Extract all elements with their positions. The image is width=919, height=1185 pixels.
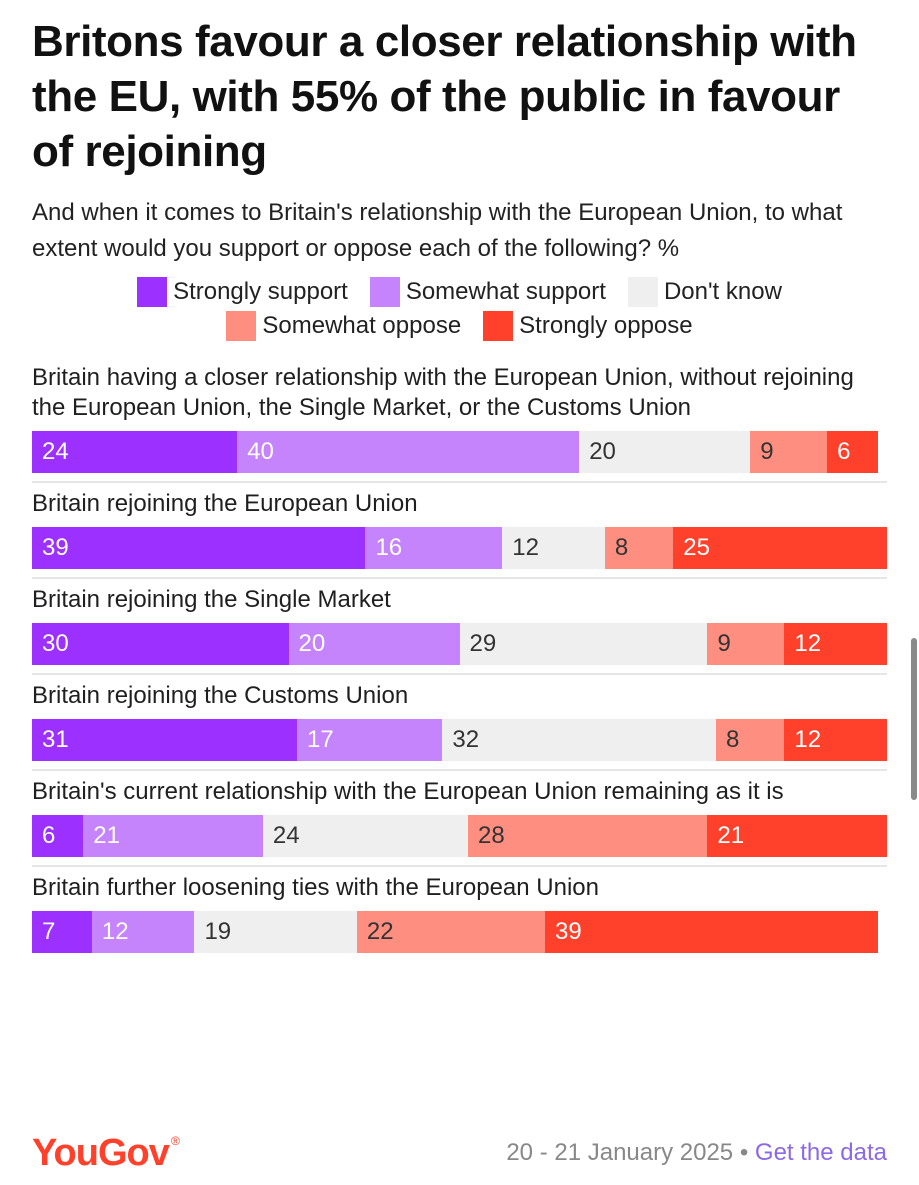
bar-segment-somewhat-oppose: 8	[715, 719, 785, 761]
footnote: 20 - 21 January 2025 • Get the data	[506, 1139, 887, 1167]
legend-item-strongly-support: Strongly support	[137, 277, 348, 307]
stacked-bar-rows: Britain having a closer relationship wit…	[32, 357, 887, 961]
stacked-bar: 30 20 29 9 12	[32, 623, 887, 665]
bar-segment-dont-know: 29	[459, 623, 708, 665]
legend-swatch-somewhat-support	[369, 277, 400, 307]
bar-segment-somewhat-oppose: 22	[356, 911, 545, 953]
chart-row: Britain rejoining the Customs Union 31 17 3…	[32, 675, 887, 771]
legend-swatch-strongly-oppose	[483, 311, 514, 341]
legend-item-strongly-oppose: Strongly oppose	[483, 311, 693, 341]
legend-swatch-strongly-support	[137, 277, 168, 307]
bar-segment-strongly-oppose: 39	[544, 911, 879, 953]
survey-date: 20 - 21 January 2025	[506, 1139, 734, 1166]
legend: Strongly support Somewhat support Don't kn…	[32, 277, 887, 341]
stacked-bar: 24 40 20 9 6	[32, 431, 887, 473]
bar-segment-somewhat-support: 21	[83, 815, 263, 857]
category-label: Britain further loosening ties with the …	[32, 874, 599, 901]
bar-segment-dont-know: 12	[502, 527, 605, 569]
logo-registered-mark: ®	[171, 1133, 180, 1148]
legend-item-somewhat-oppose: Somewhat oppose	[226, 311, 461, 341]
stacked-bar: 6 21 24 28 21	[32, 815, 887, 857]
legend-item-somewhat-support: Somewhat support	[369, 277, 606, 307]
legend-label-strongly-oppose: Strongly oppose	[519, 312, 693, 339]
legend-label-strongly-support: Strongly support	[173, 278, 348, 305]
bar-segment-dont-know: 20	[579, 431, 751, 473]
chart-row: Britain's current relationship with the …	[32, 771, 887, 867]
bar-segment-strongly-oppose: 21	[707, 815, 887, 857]
chart-row: Britain rejoining the European Union 39 16…	[32, 483, 887, 579]
bar-segment-dont-know: 24	[262, 815, 469, 857]
bar-segment-somewhat-oppose: 9	[707, 623, 785, 665]
footer: YouGov ® 20 - 21 January 2025 • Get the d…	[32, 1128, 887, 1178]
footnote-separator: •	[739, 1139, 749, 1166]
category-label: Britain having a closer relationship wit…	[32, 364, 854, 421]
bar-segment-strongly-support: 31	[32, 719, 298, 761]
chart-row: Britain having a closer relationship wit…	[32, 357, 887, 483]
scrollbar[interactable]	[911, 638, 917, 800]
stacked-bar: 31 17 32 8 12	[32, 719, 887, 761]
stacked-bar: 7 12 19 22 39	[32, 911, 887, 953]
category-label: Britain rejoining the European Union	[32, 490, 418, 517]
bar-segment-somewhat-support: 12	[91, 911, 195, 953]
category-label: Britain rejoining the Single Market	[32, 586, 391, 613]
legend-swatch-dont-know	[627, 277, 658, 307]
legend-swatch-somewhat-oppose	[226, 311, 257, 341]
legend-item-dont-know: Don't know	[627, 277, 782, 307]
chart-title: Britons favour a closer relationship wit…	[32, 17, 857, 176]
get-the-data-link[interactable]: Get the data	[754, 1139, 887, 1166]
bar-segment-strongly-oppose: 12	[784, 719, 887, 761]
legend-label-dont-know: Don't know	[663, 278, 782, 305]
bar-segment-strongly-support: 30	[32, 623, 289, 665]
bar-segment-strongly-oppose: 6	[827, 431, 879, 473]
category-label: Britain rejoining the Customs Union	[32, 682, 409, 709]
chart-subtitle: And when it comes to Britain's relations…	[32, 199, 843, 262]
bar-segment-dont-know: 19	[194, 911, 357, 953]
legend-label-somewhat-support: Somewhat support	[405, 278, 606, 305]
chart-row: Britain rejoining the Single Market 30 20 2…	[32, 579, 887, 675]
bar-segment-dont-know: 32	[442, 719, 716, 761]
logo-text: YouGov	[32, 1131, 170, 1174]
bar-segment-somewhat-support: 17	[297, 719, 443, 761]
bar-segment-somewhat-support: 16	[365, 527, 503, 569]
bar-segment-strongly-support: 7	[32, 911, 92, 953]
legend-label-somewhat-oppose: Somewhat oppose	[262, 312, 462, 339]
bar-segment-strongly-oppose: 12	[784, 623, 887, 665]
bar-segment-strongly-support: 24	[32, 431, 238, 473]
bar-segment-somewhat-oppose: 9	[750, 431, 828, 473]
bar-segment-somewhat-oppose: 8	[604, 527, 674, 569]
chart-row: Britain further loosening ties with the …	[32, 867, 887, 961]
stacked-bar: 39 16 12 8 25	[32, 527, 887, 569]
bar-segment-somewhat-oppose: 28	[468, 815, 708, 857]
yougov-logo: YouGov ®	[32, 1131, 180, 1175]
bar-segment-strongly-support: 39	[32, 527, 366, 569]
category-label: Britain's current relationship with the …	[32, 778, 784, 805]
bar-segment-somewhat-support: 20	[288, 623, 460, 665]
bar-segment-somewhat-support: 40	[237, 431, 580, 473]
bar-segment-strongly-oppose: 25	[673, 527, 887, 569]
bar-segment-strongly-support: 6	[32, 815, 84, 857]
